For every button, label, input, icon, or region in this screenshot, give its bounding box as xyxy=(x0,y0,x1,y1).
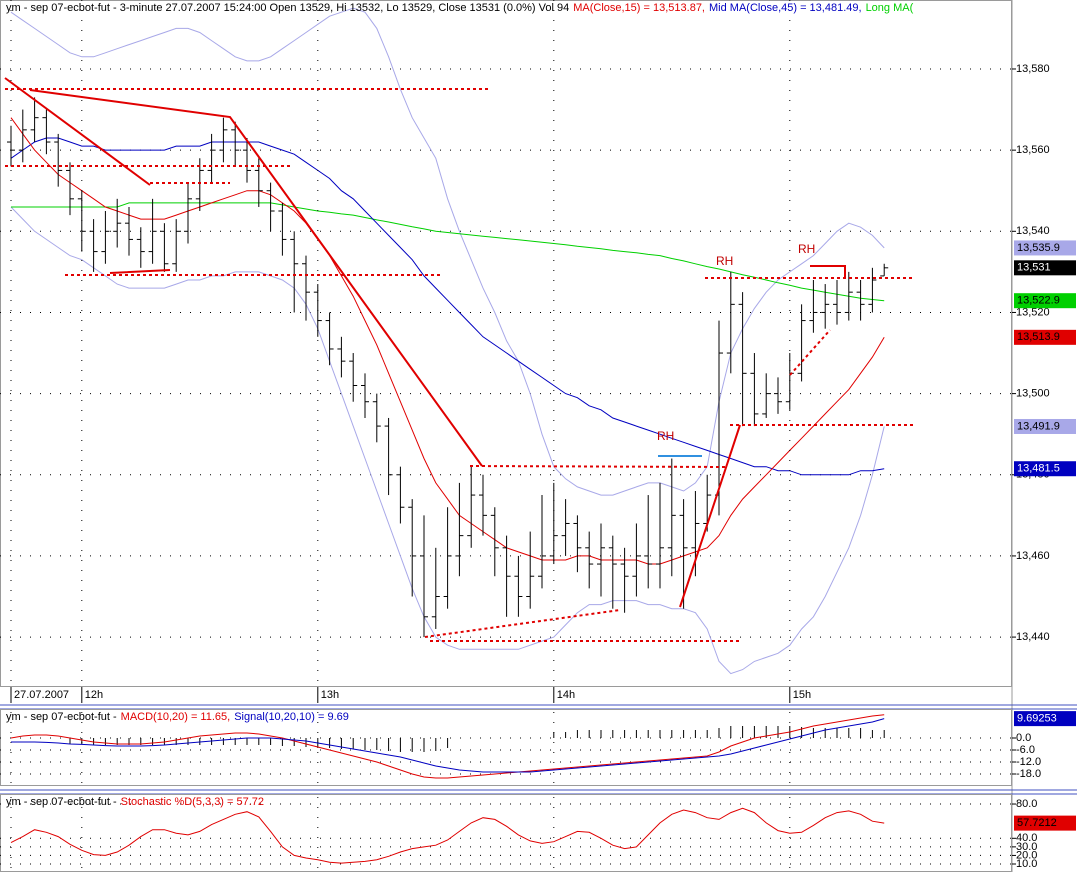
value-label: 13,491.9 xyxy=(1017,420,1060,432)
value-label: 9.69253 xyxy=(1017,713,1057,725)
title-segment: ym - sep 07-ecbot-fut - 3-minute 27.07.2… xyxy=(6,2,569,14)
trend-line xyxy=(4,77,846,608)
x-tick-label: 13h xyxy=(321,689,339,701)
y-tick-label: 13,440 xyxy=(1016,631,1050,643)
title-segment: Mid MA(Close,45) = 13,481.49, xyxy=(709,2,862,14)
close-label: 13,531 xyxy=(1017,262,1051,274)
value-label: 13,522.9 xyxy=(1017,295,1060,307)
y-tick-label: 40.0 xyxy=(1016,832,1037,844)
series-line xyxy=(10,807,885,864)
y-tick-label: 13,500 xyxy=(1016,388,1050,400)
series-line xyxy=(10,714,885,779)
annotation: RH xyxy=(657,429,674,443)
y-tick-label: -18.0 xyxy=(1016,768,1041,780)
y-tick-label: 13,580 xyxy=(1016,63,1050,75)
series-line xyxy=(10,137,885,476)
y-tick-label: 13,460 xyxy=(1016,550,1050,562)
value-label: 13,535.9 xyxy=(1017,242,1060,254)
y-tick-label: 80.0 xyxy=(1016,798,1037,810)
series-line xyxy=(10,206,885,675)
y-tick-label: 13,560 xyxy=(1016,144,1050,156)
label-layer: ym - sep 07-ecbot-fut - 3-minute 27.07.2… xyxy=(6,2,1076,831)
value-label: 13,481.5 xyxy=(1017,463,1060,475)
title-segment: Stochastic %D(5,3,3) = 57.72 xyxy=(121,796,264,808)
panel-title: ym - sep 07-ecbot-fut - Stochastic %D(5,3… xyxy=(6,796,264,808)
value-label: 13,513.9 xyxy=(1017,331,1060,343)
title-segment: Signal(10,20,10) = 9.69 xyxy=(234,711,349,723)
value-box xyxy=(1014,815,1076,831)
title-segment: ym - sep 07-ecbot-fut - xyxy=(6,711,117,723)
y-tick-label: 13,520 xyxy=(1016,306,1050,318)
value-box xyxy=(1014,711,1076,727)
macd-frame xyxy=(0,709,1012,786)
panel-title: ym - sep 07-ecbot-fut - MACD(10,20) = 11.… xyxy=(6,711,349,723)
series-line xyxy=(10,117,885,565)
value-box xyxy=(1014,293,1076,309)
y-tick-label: 20.0 xyxy=(1016,849,1037,861)
x-tick-label: 27.07.2007 xyxy=(14,689,69,701)
title-segment: ym - sep 07-ecbot-fut - xyxy=(6,796,117,808)
value-box xyxy=(1014,240,1076,256)
value-box xyxy=(1014,461,1076,477)
value-box xyxy=(1014,329,1076,345)
series-line xyxy=(11,718,885,773)
y-tick-label: 0.0 xyxy=(1016,732,1031,744)
annotation: RH xyxy=(798,242,815,256)
annotations: RH RH RH xyxy=(4,77,915,642)
value-box xyxy=(1014,418,1076,434)
y-tick-label: -6.0 xyxy=(1016,744,1035,756)
y-tick-label: 13,540 xyxy=(1016,225,1050,237)
level-line xyxy=(5,88,915,642)
title-segment: Long MA( xyxy=(866,2,914,14)
close-box xyxy=(1014,260,1076,276)
panel-title: ym - sep 07-ecbot-fut - 3-minute 27.07.2… xyxy=(6,2,914,14)
stoch-frame xyxy=(0,794,1012,872)
series-line xyxy=(10,7,885,496)
x-tick-label: 12h xyxy=(85,689,103,701)
plot-layer: 13,44013,46013,48013,50013,52013,54013,5… xyxy=(0,0,1050,870)
y-tick-label: 10.0 xyxy=(1016,858,1037,870)
x-tick-label: 14h xyxy=(557,689,575,701)
title-segment: MACD(10,20) = 11.65, xyxy=(121,711,231,723)
annotation: RH xyxy=(716,254,733,268)
x-tick-label: 15h xyxy=(793,689,811,701)
y-tick-label: -12.0 xyxy=(1016,756,1041,768)
title-segment: MA(Close,15) = 13,513.87, xyxy=(573,2,705,14)
value-label: 57.7212 xyxy=(1017,817,1057,829)
series-line xyxy=(11,202,885,302)
y-tick-label: 30.0 xyxy=(1016,841,1037,853)
